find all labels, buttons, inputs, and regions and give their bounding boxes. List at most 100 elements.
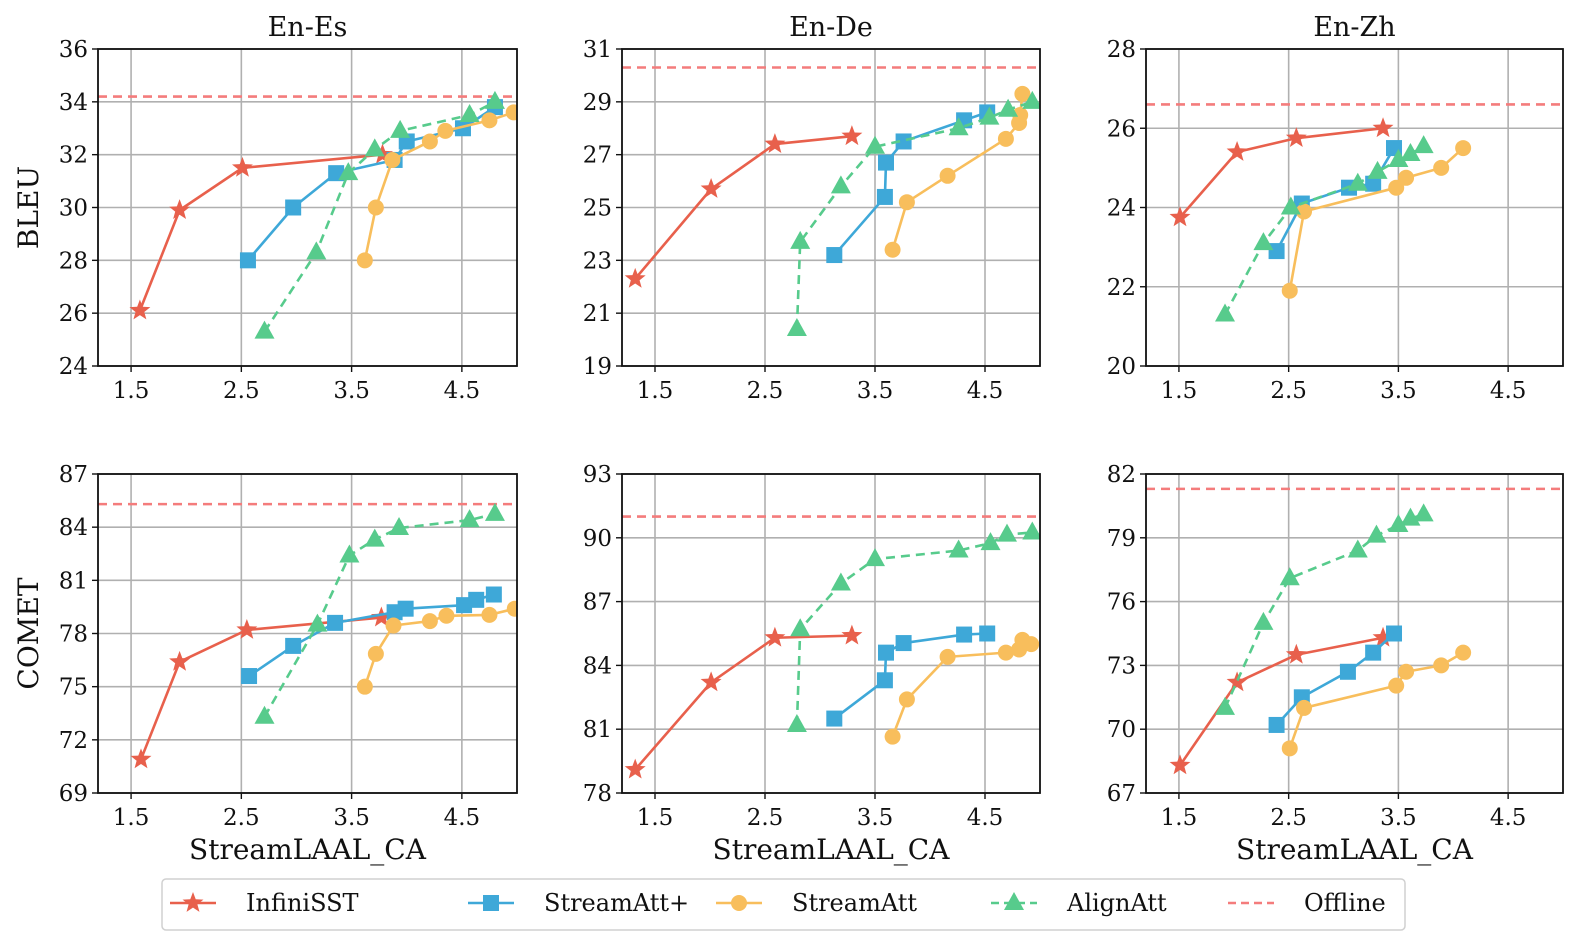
data-point <box>865 548 885 567</box>
data-point <box>1398 169 1415 186</box>
data-point <box>1388 148 1409 167</box>
x-tick-label: 3.5 <box>333 378 370 404</box>
data-point <box>285 199 302 216</box>
data-point <box>459 509 480 528</box>
x-tick-label: 4.5 <box>1490 805 1527 831</box>
data-point <box>700 178 722 198</box>
data-point <box>254 705 275 724</box>
data-point <box>1372 117 1394 138</box>
y-tick-label: 73 <box>1107 653 1136 679</box>
data-point <box>484 90 505 109</box>
data-point <box>506 600 517 617</box>
data-point <box>438 607 455 624</box>
subplot-en-de-bleu: 1.5 2.5 3.5 4.5 19 21 23 25 27 29 31 En-De <box>583 12 1041 404</box>
data-point <box>876 672 893 689</box>
series-line <box>1178 636 1384 767</box>
data-point <box>1398 663 1415 680</box>
data-point <box>624 758 646 779</box>
data-point <box>1279 567 1300 586</box>
series-streamatt <box>356 600 517 695</box>
series-line <box>138 153 383 311</box>
data-point <box>1253 611 1274 630</box>
data-point <box>130 748 152 769</box>
data-point <box>1365 644 1382 661</box>
series-line <box>139 616 382 760</box>
data-point <box>841 125 863 146</box>
data-point <box>878 644 894 661</box>
y-tick-label: 26 <box>59 301 88 327</box>
data-point <box>956 626 973 643</box>
y-tick-label: 24 <box>1107 196 1136 222</box>
data-point <box>790 230 811 249</box>
x-tick-label: 2.5 <box>223 378 260 404</box>
data-point <box>895 635 912 652</box>
axes-frame <box>97 473 518 794</box>
panels-group: 1.5 2.5 3.5 4.5 24 26 28 30 32 34 36 En-Es BLEU 1.5 2.… <box>12 12 1564 866</box>
data-point <box>421 613 438 630</box>
x-tick-label: 3.5 <box>857 805 894 831</box>
data-point <box>1169 206 1191 227</box>
data-point <box>826 710 843 727</box>
y-tick-label: 22 <box>1107 275 1136 301</box>
series-streamatt <box>1281 644 1472 757</box>
x-tick-label: 2.5 <box>223 805 260 831</box>
data-point <box>129 299 151 320</box>
axes-frame <box>621 473 1041 794</box>
data-point <box>948 117 969 136</box>
data-point <box>437 122 454 139</box>
x-axis-label: StreamLAAL_CA <box>1236 833 1474 866</box>
legend-label: StreamAtt <box>792 889 917 917</box>
data-point <box>1281 740 1298 757</box>
data-point <box>898 691 915 708</box>
data-point <box>1280 196 1301 215</box>
data-point <box>1022 521 1040 540</box>
y-tick-label: 34 <box>59 90 88 116</box>
series-infinisst <box>624 125 863 288</box>
data-point <box>1285 643 1307 664</box>
data-point <box>169 199 191 220</box>
data-point <box>1014 85 1031 102</box>
subplot-en-es-bleu: 1.5 2.5 3.5 4.5 24 26 28 30 32 34 36 En-Es BLEU <box>12 12 518 404</box>
legend-item-alignatt: AlignAtt <box>991 889 1167 917</box>
data-point <box>1400 143 1421 162</box>
data-point <box>1226 141 1248 161</box>
data-point <box>898 194 915 211</box>
data-point <box>997 644 1014 661</box>
data-point <box>1388 179 1405 196</box>
subplot-en-de-comet: 1.5 2.5 3.5 4.5 78 81 84 87 90 93 StreamLAAL_CA <box>583 462 1041 866</box>
data-point <box>884 728 901 745</box>
subplot-title: En-Zh <box>1313 12 1395 43</box>
data-point <box>1388 677 1405 694</box>
y-tick-label: 24 <box>59 354 88 380</box>
data-point <box>456 597 473 614</box>
y-tick-label: 90 <box>583 526 612 552</box>
series-alignatt <box>1215 135 1434 322</box>
data-point <box>389 517 410 536</box>
x-tick-label: 3.5 <box>333 805 370 831</box>
legend-label: Offline <box>1304 889 1386 917</box>
y-tick-label: 32 <box>59 143 88 169</box>
data-point <box>1268 243 1285 260</box>
y-tick-label: 72 <box>59 728 88 754</box>
x-tick-label: 3.5 <box>857 378 894 404</box>
series-streamatt <box>884 631 1040 745</box>
y-tick-label: 76 <box>1107 590 1136 616</box>
data-point <box>468 591 485 608</box>
data-point <box>454 120 471 137</box>
data-point <box>481 112 498 129</box>
data-point <box>1215 696 1236 715</box>
subplot-title: En-Es <box>268 12 348 43</box>
data-point <box>624 267 646 288</box>
series-alignatt <box>786 90 1040 337</box>
y-tick-label: 82 <box>1107 462 1136 488</box>
data-point <box>1285 127 1307 148</box>
data-point <box>1386 625 1403 642</box>
data-point <box>1281 282 1298 299</box>
y-tick-label: 29 <box>583 90 612 116</box>
data-point <box>397 600 414 617</box>
y-tick-label: 79 <box>1107 526 1136 552</box>
data-point <box>1366 524 1387 543</box>
x-tick-label: 1.5 <box>637 378 674 404</box>
data-point <box>841 624 863 645</box>
